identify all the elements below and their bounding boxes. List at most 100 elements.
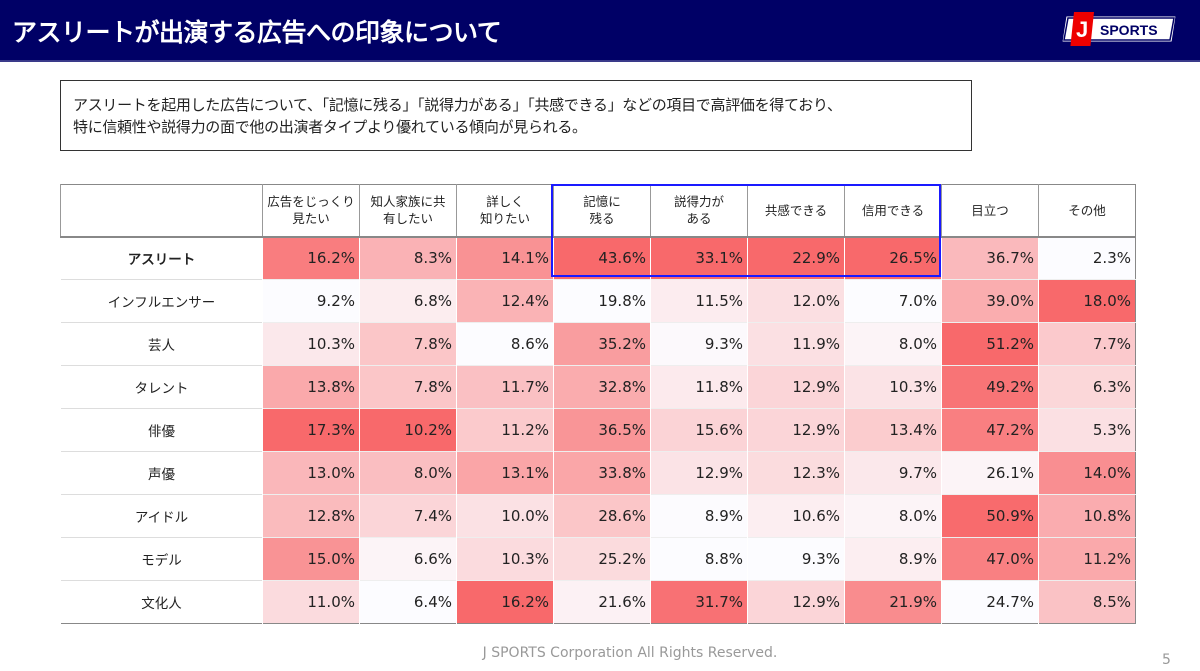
summary-line: 特に信頼性や説得力の面で他の出演者タイプより優れている傾向が見られる。 [73,118,587,136]
table-row: モデル 15.0% 6.6% 10.3% 25.2% 8.8% 9.3% 8.9% 47.0% 1… [60,537,1136,581]
copyright: J SPORTS Corporation All Rights Reserved… [482,645,778,661]
heatmap-table: 広告をじっくり 見たい 知人家族に共 有したい 詳しく 知りたい 記憶に 残る 説得力が ある 共感… [60,184,1136,624]
column-header-line: 広告をじっくり [267,194,355,210]
heat-cell: 10.3% [262,322,360,366]
table-row: 文化人 11.0% 6.4% 16.2% 21.6% 31.7% 12.9% 21.9% 24.… [60,580,1136,624]
column-header: 共感できる [747,184,845,238]
column-header-line: 信用できる [861,202,925,218]
heat-cell: 10.2% [359,408,457,452]
heat-cell: 10.0% [456,494,554,538]
summary-line: アスリートを起用した広告について、「記憶に残る」「説得力がある」「共感できる」な… [73,96,842,114]
column-header: 信用できる [844,184,942,238]
heat-cell: 16.2% [262,236,360,280]
heat-cell: 31.7% [650,580,748,624]
row-label: 芸人 [60,322,263,366]
heat-cell: 6.6% [359,537,457,581]
heat-cell: 15.6% [650,408,748,452]
heat-cell: 35.2% [553,322,651,366]
heat-cell: 7.4% [359,494,457,538]
heat-cell: 33.1% [650,236,748,280]
heat-cell: 50.9% [941,494,1039,538]
table-row: タレント 13.8% 7.8% 11.7% 32.8% 11.8% 12.9% 10.3% 49… [60,365,1136,409]
table-row: 声優 13.0% 8.0% 13.1% 33.8% 12.9% 12.3% 9.7% 26.1%… [60,451,1136,495]
column-header-line: 有したい [382,211,433,227]
heat-cell: 13.1% [456,451,554,495]
heat-cell: 11.2% [456,408,554,452]
heat-cell: 8.0% [844,494,942,538]
heat-cell: 6.8% [359,279,457,323]
column-header: 記憶に 残る [553,184,651,238]
page-number: 5 [1162,652,1171,668]
heat-cell: 17.3% [262,408,360,452]
heat-cell: 6.4% [359,580,457,624]
column-header-line: 記憶に [583,194,621,210]
heat-cell: 6.3% [1038,365,1136,409]
heat-cell: 21.9% [844,580,942,624]
column-header: 詳しく 知りたい [456,184,554,238]
heat-cell: 8.8% [650,537,748,581]
heat-cell: 9.3% [650,322,748,366]
logo-text: SPORTS [1100,22,1158,38]
heat-cell: 9.2% [262,279,360,323]
row-label: アスリート [60,236,263,280]
heat-cell: 12.3% [747,451,845,495]
heat-cell: 8.3% [359,236,457,280]
table-header-row: 広告をじっくり 見たい 知人家族に共 有したい 詳しく 知りたい 記憶に 残る 説得力が ある 共感… [60,184,1136,238]
heat-cell: 26.1% [941,451,1039,495]
heat-cell: 51.2% [941,322,1039,366]
column-header: 知人家族に共 有したい [359,184,457,238]
heat-cell: 7.8% [359,322,457,366]
row-label: 俳優 [60,408,263,452]
heat-cell: 10.6% [747,494,845,538]
heat-cell: 15.0% [262,537,360,581]
heat-cell: 13.8% [262,365,360,409]
heat-cell: 11.9% [747,322,845,366]
row-label: 文化人 [60,580,263,624]
row-label: タレント [60,365,263,409]
heat-cell: 8.9% [844,537,942,581]
heat-cell: 11.7% [456,365,554,409]
column-header-line: 知人家族に共 [370,194,446,210]
heat-cell: 12.4% [456,279,554,323]
column-header-line: 共感できる [764,202,828,218]
row-label: アイドル [60,494,263,538]
logo-letter: J [1076,17,1088,42]
jsports-logo: J SPORTS [1061,12,1177,46]
table-row: インフルエンサー 9.2% 6.8% 12.4% 19.8% 11.5% 12.0% 7.0%… [60,279,1136,323]
heat-cell: 47.0% [941,537,1039,581]
heat-cell: 21.6% [553,580,651,624]
column-header-line: 知りたい [479,211,530,227]
corner-cell [60,184,263,238]
column-header-line: 説得力が [673,194,724,210]
heat-cell: 7.8% [359,365,457,409]
heat-cell: 16.2% [456,580,554,624]
heat-cell: 13.0% [262,451,360,495]
header-bar: アスリートが出演する広告への印象について J SPORTS [0,0,1200,62]
heat-cell: 12.9% [747,365,845,409]
heat-cell: 8.0% [359,451,457,495]
column-header: その他 [1038,184,1136,238]
row-label: モデル [60,537,263,581]
heat-cell: 8.6% [456,322,554,366]
heat-cell: 28.6% [553,494,651,538]
page-title: アスリートが出演する広告への印象について [12,18,502,47]
heat-cell: 8.9% [650,494,748,538]
table-row: アイドル 12.8% 7.4% 10.0% 28.6% 8.9% 10.6% 8.0% 50.9… [60,494,1136,538]
heat-cell: 39.0% [941,279,1039,323]
column-header: 説得力が ある [650,184,748,238]
heat-cell: 14.0% [1038,451,1136,495]
column-header-line: ある [686,211,712,227]
heat-cell: 12.0% [747,279,845,323]
heat-cell: 10.3% [456,537,554,581]
heat-cell: 32.8% [553,365,651,409]
heat-cell: 7.0% [844,279,942,323]
table-row: アスリート 16.2% 8.3% 14.1% 43.6% 33.1% 22.9% 26.5% 3… [60,236,1136,280]
row-label: インフルエンサー [60,279,263,323]
heat-cell: 33.8% [553,451,651,495]
heat-cell: 19.8% [553,279,651,323]
heat-cell: 11.5% [650,279,748,323]
heat-cell: 25.2% [553,537,651,581]
heat-cell: 9.7% [844,451,942,495]
column-header-line: 見たい [292,211,330,227]
table-row: 芸人 10.3% 7.8% 8.6% 35.2% 9.3% 11.9% 8.0% 51.2% 7.… [60,322,1136,366]
